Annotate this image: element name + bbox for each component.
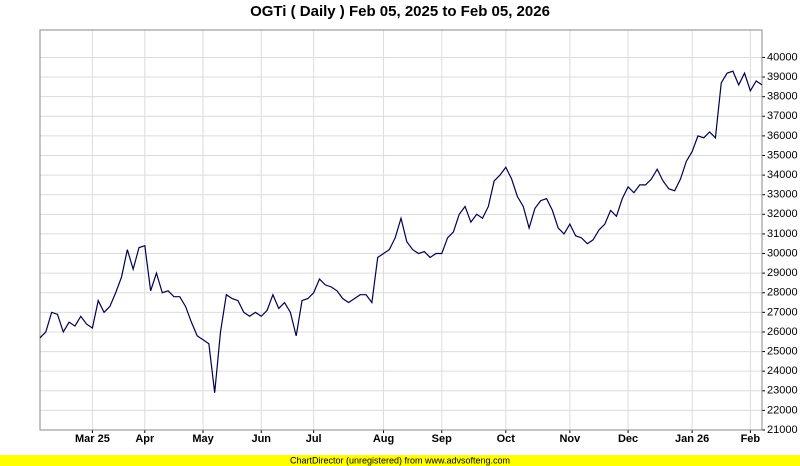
chart-title: OGTi ( Daily ) Feb 05, 2025 to Feb 05, 2… <box>250 3 550 20</box>
price-line <box>39 70 763 393</box>
y-tick-label: 33000 <box>767 189 798 201</box>
x-tick-label: Dec <box>618 433 638 445</box>
x-tick-label: Apr <box>135 433 155 445</box>
y-tick-label: 38000 <box>767 91 798 103</box>
y-tick-label: 31000 <box>767 228 798 240</box>
x-tick-label: Jan 26 <box>675 433 709 445</box>
x-tick-label: Aug <box>373 433 394 445</box>
y-tick-label: 39000 <box>767 71 798 83</box>
plot-area <box>40 30 762 430</box>
x-tick-label: May <box>192 433 214 445</box>
y-tick-label: 27000 <box>767 306 798 318</box>
y-tick-label: 32000 <box>767 208 798 220</box>
x-tick-label: Jun <box>251 433 271 445</box>
footer-bar <box>0 455 800 466</box>
y-tick-label: 40000 <box>767 51 798 63</box>
y-tick-label: 29000 <box>767 267 798 279</box>
y-tick-label: 21000 <box>767 424 798 436</box>
plot-border <box>39 29 763 431</box>
x-tick-label: Jul <box>306 433 322 445</box>
x-tick-label: Sep <box>432 433 452 445</box>
y-tick-label: 22000 <box>767 404 798 416</box>
x-tick-label: Mar 25 <box>75 433 110 445</box>
y-tick-label: 35000 <box>767 149 798 161</box>
x-tick-label: Nov <box>559 433 581 445</box>
y-tick-label: 28000 <box>767 287 798 299</box>
y-tick-label: 30000 <box>767 247 798 259</box>
footer-text: ChartDirector (unregistered) from www.ad… <box>290 455 510 465</box>
x-tick-label: Oct <box>497 433 516 445</box>
y-tick-label: 24000 <box>767 365 798 377</box>
y-tick-label: 25000 <box>767 345 798 357</box>
y-tick-label: 26000 <box>767 326 798 338</box>
y-tick-label: 34000 <box>767 169 798 181</box>
y-tick-label: 37000 <box>767 110 798 122</box>
y-tick-label: 23000 <box>767 385 798 397</box>
x-tick-label: Feb <box>741 433 761 445</box>
y-tick-label: 36000 <box>767 130 798 142</box>
